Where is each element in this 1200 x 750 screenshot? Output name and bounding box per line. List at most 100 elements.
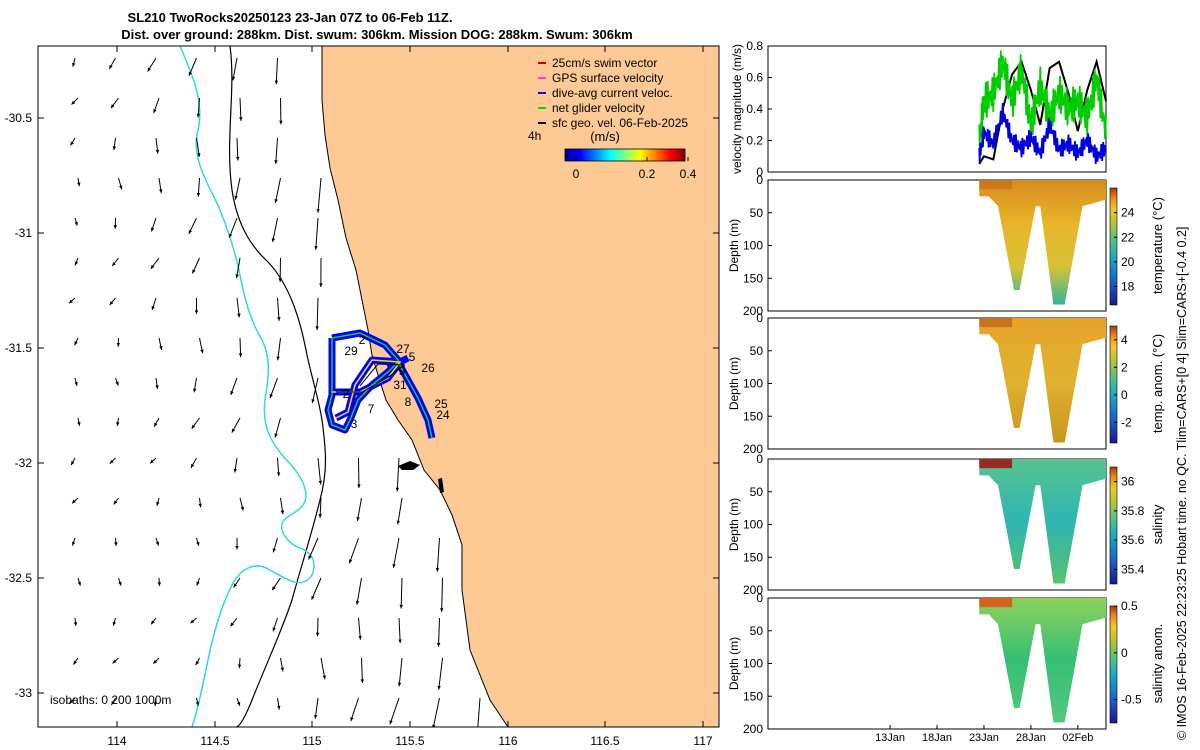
lat-tick-label: -31.5 [5,341,33,355]
vector-arrow-head [71,461,75,466]
vector-arrow-head [233,468,238,473]
vector-arrow-head [236,701,241,706]
section-colorbar-label: 36 [1121,475,1135,489]
vector-arrow-head [151,620,155,625]
section-ytick-label: 200 [743,442,763,456]
vector-arrow-head [240,506,245,511]
day-label: 24 [436,408,450,422]
vector-arrow-head [150,459,154,464]
vector-arrow-head [432,724,436,727]
vector-arrow-shaft [239,97,242,121]
section-ylabel: Depth (m) [727,498,741,551]
vector-arrow-head [150,227,155,232]
velocity-ylabel: velocity magnitude (m/s) [730,44,744,174]
date-tick-label: 02Feb [1062,732,1093,744]
section-colorbar-label: 0 [1121,388,1128,402]
vector-arrow-head [196,192,201,197]
vector-arrow-head [236,156,240,161]
velocity-series-dive-avg-current-veloc- [978,102,1107,165]
section-colorbar-label: 4 [1121,333,1128,347]
vector-arrow-head [115,381,119,386]
legend-entry-label: GPS surface velocity [552,71,663,85]
vector-arrow-head [71,541,76,546]
isobaths-label: isobaths: 0 200 1000m [50,693,171,707]
section-colorbar-label: 35.6 [1121,533,1145,547]
section-ytick-label: 100 [743,657,763,671]
section-colorbar-label: 35.8 [1121,504,1145,518]
vector-arrow-shaft [436,537,440,572]
vector-arrow-head [348,559,353,564]
vector-arrow-head [239,117,243,121]
section-ytick-label: 100 [743,377,763,391]
vector-arrow-head [437,685,441,690]
vector-arrow-head [155,385,159,390]
vector-arrow-head [110,104,115,109]
section-colorbar-title: salinity anom. [1150,624,1165,703]
vector-arrow-head [196,113,201,118]
section-ytick-label: 150 [743,271,763,285]
vector-arrow-head [197,153,201,157]
speed-colorbar-ticks: 0 0.2 0.4 [573,157,697,181]
section-surface-layer [979,459,1013,469]
day-label: 29 [344,344,358,358]
section-colorbar-label: 18 [1121,280,1135,294]
vector-arrow-head [68,299,73,304]
vector-arrow-head [231,428,236,433]
vector-arrow-head [280,510,285,515]
vector-arrow-shaft [389,697,400,725]
section-ytick-label: 200 [743,722,763,736]
colorbar-tick-label: 0.4 [680,167,697,181]
figure-title-line1: SL210 TwoRocks20250123 23-Jan 07Z to 06-… [128,10,453,25]
section-colorbar [1109,466,1118,585]
map-axis-ticks: 114 114.5 115 115.5 116 116.5 117 -30.5 -31 -31.5… [5,46,719,748]
vector-arrow-head [399,604,403,609]
section-colorbar-label: 22 [1121,230,1135,244]
velocity-series-sfc-geo-vel- [978,58,1107,165]
vector-arrow-shaft [441,577,443,612]
vector-arrow-shaft [317,177,322,213]
section-ytick-label: 50 [750,344,764,358]
vector-arrow-shaft [317,457,322,485]
vector-arrow-head [151,306,155,310]
vector-arrow-head [230,622,235,627]
section-surface-layer [979,598,1013,608]
vector-arrow-shaft [396,457,400,492]
lat-tick-label: -31 [15,226,33,240]
day-label: 25 [434,397,448,411]
section-ytick-label: 200 [743,583,763,597]
vector-arrow-head [109,459,114,464]
colorbar-tick-label: 0.2 [639,167,656,181]
vector-arrow-head [272,627,276,632]
section-colorbar-label: 2 [1121,360,1128,374]
depth-section-1: 0 50 100 150 200 Depth (m) 18 20 22 24 temperature… [727,173,1165,318]
vector-arrow-head [109,64,113,69]
vector-arrow-head [356,517,360,521]
vector-arrow-head [277,317,281,321]
vector-arrow-head [77,421,81,426]
vector-arrow-head [389,720,393,725]
glider-track [324,329,436,439]
vector-arrow-head [119,185,123,190]
section-surface-layer [979,318,1013,328]
date-tick-label: 23Jan [969,732,999,744]
vector-arrow-head [272,548,276,553]
vector-arrow-head [116,343,121,347]
vector-arrow-head [276,472,281,477]
vector-arrow-head [318,514,322,518]
legend-entry-label: net glider velocity [552,101,645,115]
day-label: 2 [359,333,366,347]
vector-arrow-head [74,261,78,266]
vector-arrow-head [436,642,441,647]
vector-arrow-head [69,699,74,704]
day-label: 7 [368,402,375,416]
vector-arrow-head [70,141,74,146]
vector-arrow-shaft [234,177,241,200]
vector-arrow-shaft [311,377,319,404]
vector-arrow-head [238,353,243,358]
vector-arrow-head [112,262,116,267]
day-label: 8 [405,395,412,409]
vector-arrow-shaft [272,217,278,243]
section-surface-layer [979,180,1013,190]
lon-tick-label: 114.5 [200,734,229,748]
section-colorbar-title: temperature (°C) [1150,197,1165,294]
